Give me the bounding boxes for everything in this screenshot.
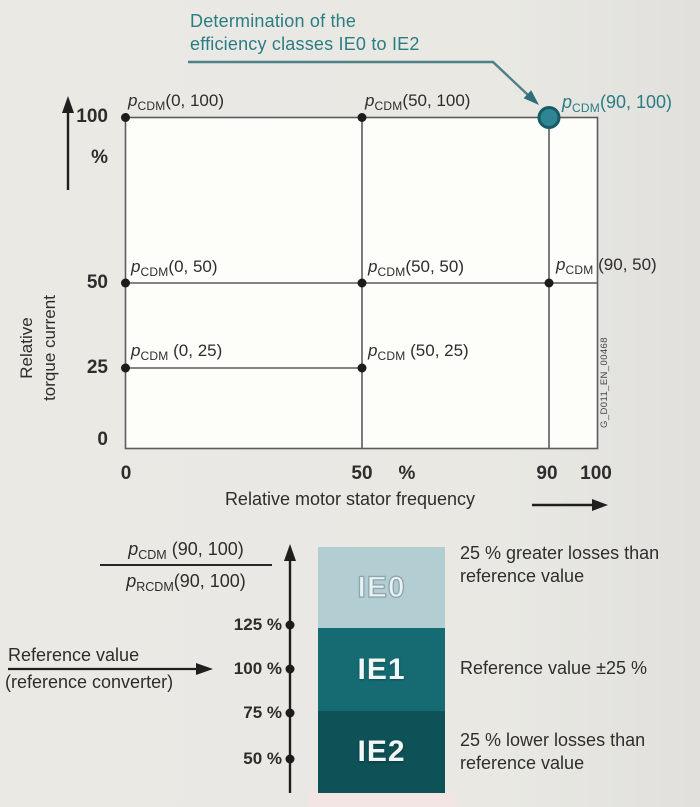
p-subscript: CDM [138, 548, 167, 562]
scale-tick-125: 125 % [233, 615, 282, 634]
p-subscript: RCDM [136, 580, 174, 594]
point-label-pcdm-50-50: pCDM(50, 50) [368, 257, 464, 279]
p-subscript: CDM [377, 349, 406, 363]
p-args: (90, 100) [173, 571, 246, 591]
title-callout-line [188, 60, 529, 96]
bar-bottom-shadow [308, 792, 456, 807]
p-args: (50, 100) [402, 91, 471, 110]
p-args: (90, 100) [166, 539, 244, 559]
x-tick-0: 0 [120, 463, 132, 484]
p-args: (50, 50) [405, 257, 464, 276]
efficiency-class-bar: IE0 IE1 IE2 [318, 547, 445, 793]
y-tick-25: 25 [86, 357, 108, 378]
y-axis-title-line2: torque current [40, 295, 59, 401]
description-ie2: 25 % lower losses than reference value [460, 730, 646, 773]
p-symbol: p [562, 92, 573, 112]
x-axis-arrowhead-icon [592, 499, 608, 511]
diagram-title-line1: Determination of the [190, 11, 357, 31]
fraction-numerator: pCDM (90, 100) [100, 536, 272, 563]
p-symbol: p [128, 539, 139, 559]
point-label-pcdm-0-50: pCDM(0, 50) [131, 257, 218, 279]
p-args: (50, 25) [405, 341, 469, 360]
diagram-title-line2: efficiency classes IE0 to IE2 [190, 34, 420, 54]
point-label-pcdm-90-100: pCDM(90, 100) [562, 92, 672, 115]
class-label-ie1: IE1 [357, 652, 406, 686]
plot-frame [124, 116, 599, 450]
x-axis-unit: % [398, 463, 416, 484]
scale-tick-100: 100 % [233, 659, 282, 678]
p-subscript: CDM [137, 99, 166, 113]
loss-ratio-fraction: pCDM (90, 100) pRCDM(90, 100) [100, 536, 272, 595]
y-tick-100: 100 [76, 106, 108, 127]
fraction-denominator: pRCDM(90, 100) [100, 568, 272, 595]
class-block-ie1: IE1 [318, 628, 445, 711]
scale-tick-75: 75 % [243, 703, 282, 722]
p-args: (0, 25) [168, 341, 223, 360]
description-ie1: Reference value ±25 % [460, 658, 647, 678]
class-label-ie0: IE0 [357, 570, 406, 604]
diagram-title: Determination of the efficiency classes … [190, 10, 420, 56]
class-block-ie0: IE0 [318, 547, 445, 628]
ratio-scale-tick-dots [285, 620, 295, 764]
fraction-bar [100, 564, 272, 566]
point-label-pcdm-50-25: pCDM (50, 25) [368, 341, 469, 363]
p-subscript: CDM [140, 349, 169, 363]
p-args: (0, 100) [165, 91, 224, 110]
point-label-pcdm-90-50: pCDM (90, 50) [556, 255, 657, 277]
class-block-ie2: IE2 [318, 711, 445, 793]
point-label-pcdm-0-100: pCDM(0, 100) [128, 91, 224, 113]
ratio-scale-arrowhead-icon [284, 544, 296, 561]
p-subscript: CDM [374, 99, 403, 113]
class-label-ie2: IE2 [357, 735, 406, 768]
p-symbol: p [126, 571, 137, 591]
y-axis-title-line1: Relative [17, 317, 36, 379]
description-ie0: 25 % greater losses than reference value [460, 543, 660, 586]
y-axis-title: Relative torque current [15, 263, 61, 433]
y-axis-unit: % [91, 147, 108, 168]
title-callout-arrowhead-icon [523, 90, 539, 105]
p-symbol: p [131, 341, 141, 360]
p-symbol: p [131, 257, 141, 276]
p-args: (0, 50) [168, 257, 218, 276]
p-symbol: p [556, 255, 566, 274]
x-tick-100: 100 [580, 463, 612, 484]
operating-point-dots [121, 113, 554, 373]
scale-tick-50: 50 % [243, 749, 282, 768]
y-tick-0: 0 [97, 429, 108, 450]
reference-converter-label: (reference converter) [5, 672, 174, 692]
document-code: G_D011_EN_00468 [599, 337, 610, 428]
p-args: (90, 50) [593, 255, 657, 274]
reference-value-label: Reference value [8, 645, 140, 665]
point-label-pcdm-50-100: pCDM(50, 100) [365, 91, 470, 113]
p-symbol: p [365, 91, 375, 110]
p-subscript: CDM [565, 263, 594, 277]
p-subscript: CDM [377, 265, 406, 279]
x-tick-50: 50 [351, 463, 373, 484]
p-args: (90, 100) [599, 92, 672, 112]
p-symbol: p [128, 91, 138, 110]
p-subscript: CDM [572, 101, 600, 115]
point-label-pcdm-0-25: pCDM (0, 25) [131, 341, 222, 363]
p-symbol: p [368, 257, 378, 276]
p-subscript: CDM [140, 265, 169, 279]
x-axis-title: Relative motor stator frequency [224, 489, 476, 509]
highlight-dot-90-100 [537, 106, 561, 129]
p-symbol: p [368, 341, 378, 360]
x-tick-90: 90 [536, 463, 558, 484]
y-tick-50: 50 [86, 272, 108, 293]
